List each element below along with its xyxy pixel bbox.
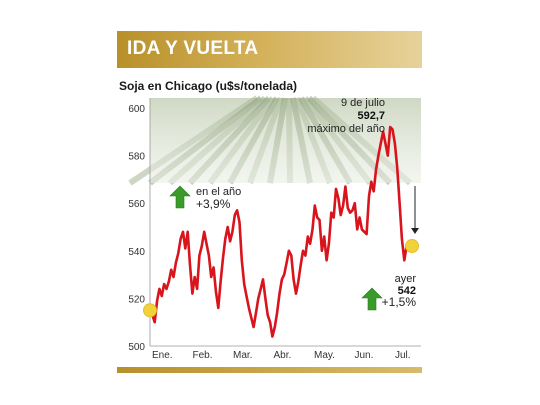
- drop-arrow: [411, 186, 419, 234]
- start-point-marker: [143, 303, 157, 318]
- last-point-marker: [405, 239, 419, 254]
- chart-title: Soja en Chicago (u$s/tonelada): [119, 79, 298, 93]
- y-tick-label: 520: [128, 294, 145, 305]
- x-tick-label: Jul.: [395, 350, 411, 361]
- arrow-up-icon: [169, 185, 191, 209]
- y-tick-label: 560: [128, 199, 145, 210]
- x-tick-label: Jun.: [355, 350, 374, 361]
- x-tick-label: Feb.: [193, 350, 213, 361]
- series-line: [148, 125, 411, 338]
- soy-field-photo: [128, 95, 421, 186]
- x-tick-label: May.: [314, 350, 335, 361]
- max-value-label: 592,7: [357, 110, 385, 122]
- max-date-label: 9 de julio: [341, 97, 385, 109]
- y-tick-label: 500: [128, 342, 145, 353]
- x-tick-label: Mar.: [233, 350, 252, 361]
- footer-bar: [117, 367, 422, 373]
- max-caption-label: máximo del año: [307, 123, 385, 135]
- arrow-up-icon: [361, 287, 383, 311]
- header-banner: IDA Y VUELTA: [117, 31, 422, 68]
- y-tick-label: 540: [128, 247, 145, 258]
- y-tick-label: 600: [128, 104, 145, 115]
- ytd-value: +3,9%: [196, 197, 231, 211]
- ytd-label: en el año: [196, 186, 241, 198]
- last-label: ayer: [395, 273, 417, 285]
- page-title: IDA Y VUELTA: [127, 38, 259, 59]
- last-value: 542: [398, 285, 416, 297]
- y-tick-label: 580: [128, 152, 145, 163]
- x-tick-label: Ene.: [152, 350, 173, 361]
- last-change: +1,5%: [382, 295, 417, 309]
- x-tick-label: Abr.: [274, 350, 292, 361]
